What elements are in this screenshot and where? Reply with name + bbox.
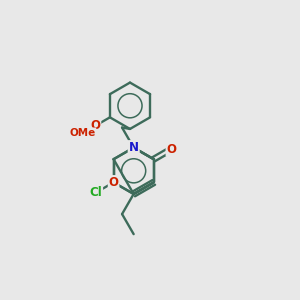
Text: O: O bbox=[167, 142, 176, 155]
Text: O: O bbox=[91, 119, 100, 132]
Text: Cl: Cl bbox=[89, 186, 102, 199]
Text: N: N bbox=[129, 141, 139, 154]
Text: O: O bbox=[109, 176, 118, 189]
Text: O: O bbox=[129, 141, 139, 154]
Text: OMe: OMe bbox=[69, 128, 95, 138]
